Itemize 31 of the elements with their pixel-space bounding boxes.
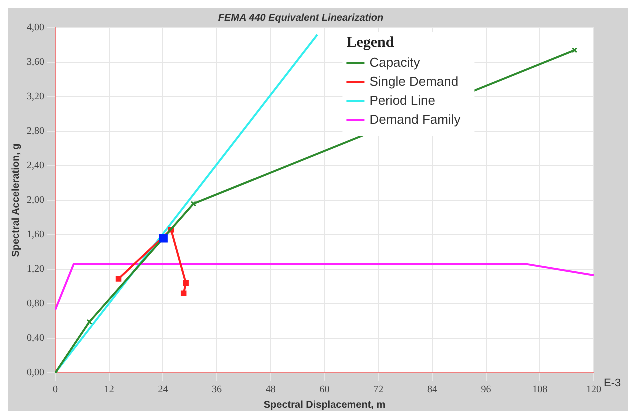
- y-tick-label: 2,00: [27, 195, 44, 206]
- y-tick-label: 0,00: [27, 368, 44, 379]
- legend-label: Capacity: [370, 55, 421, 70]
- x-tick-label: 120: [586, 384, 602, 396]
- x-tick-label: 60: [320, 384, 330, 396]
- x-tick-label: 108: [532, 384, 548, 396]
- y-tick-label: 4,00: [27, 22, 44, 34]
- y-tick-label: 3,60: [27, 57, 44, 68]
- x-tick-label: 48: [266, 384, 276, 396]
- text: E-3: [604, 378, 622, 390]
- x-tick-label: 0: [53, 384, 58, 396]
- y-tick-label: 0,40: [27, 333, 44, 344]
- x-tick-label: 12: [104, 384, 114, 396]
- x-tick-label: 24: [158, 384, 168, 396]
- y-tick-label: 0,80: [27, 298, 44, 310]
- chart-title: FEMA 440 Equivalent Linearization: [218, 12, 384, 24]
- legend-label: Single Demand: [370, 74, 459, 90]
- x-axis-title: Spectral Displacement, m: [264, 400, 386, 411]
- legend-label: Demand Family: [370, 112, 462, 128]
- y-tick-label: 1,60: [27, 230, 44, 241]
- y-tick-label: 2,40: [27, 160, 44, 172]
- x-tick-label: 72: [374, 384, 384, 396]
- y-tick-label: 2,80: [27, 126, 44, 138]
- x-tick-label: 84: [427, 384, 438, 396]
- y-tick-label: 1,20: [27, 264, 44, 276]
- x-tick-label: 96: [481, 384, 492, 396]
- legend-label: Period Line: [370, 93, 436, 108]
- legend-title: Legend: [346, 34, 395, 51]
- y-axis-title: Spectral Acceleration, g: [10, 144, 22, 258]
- x-tick-label: 36: [212, 384, 222, 396]
- y-tick-label: 3,20: [27, 92, 44, 103]
